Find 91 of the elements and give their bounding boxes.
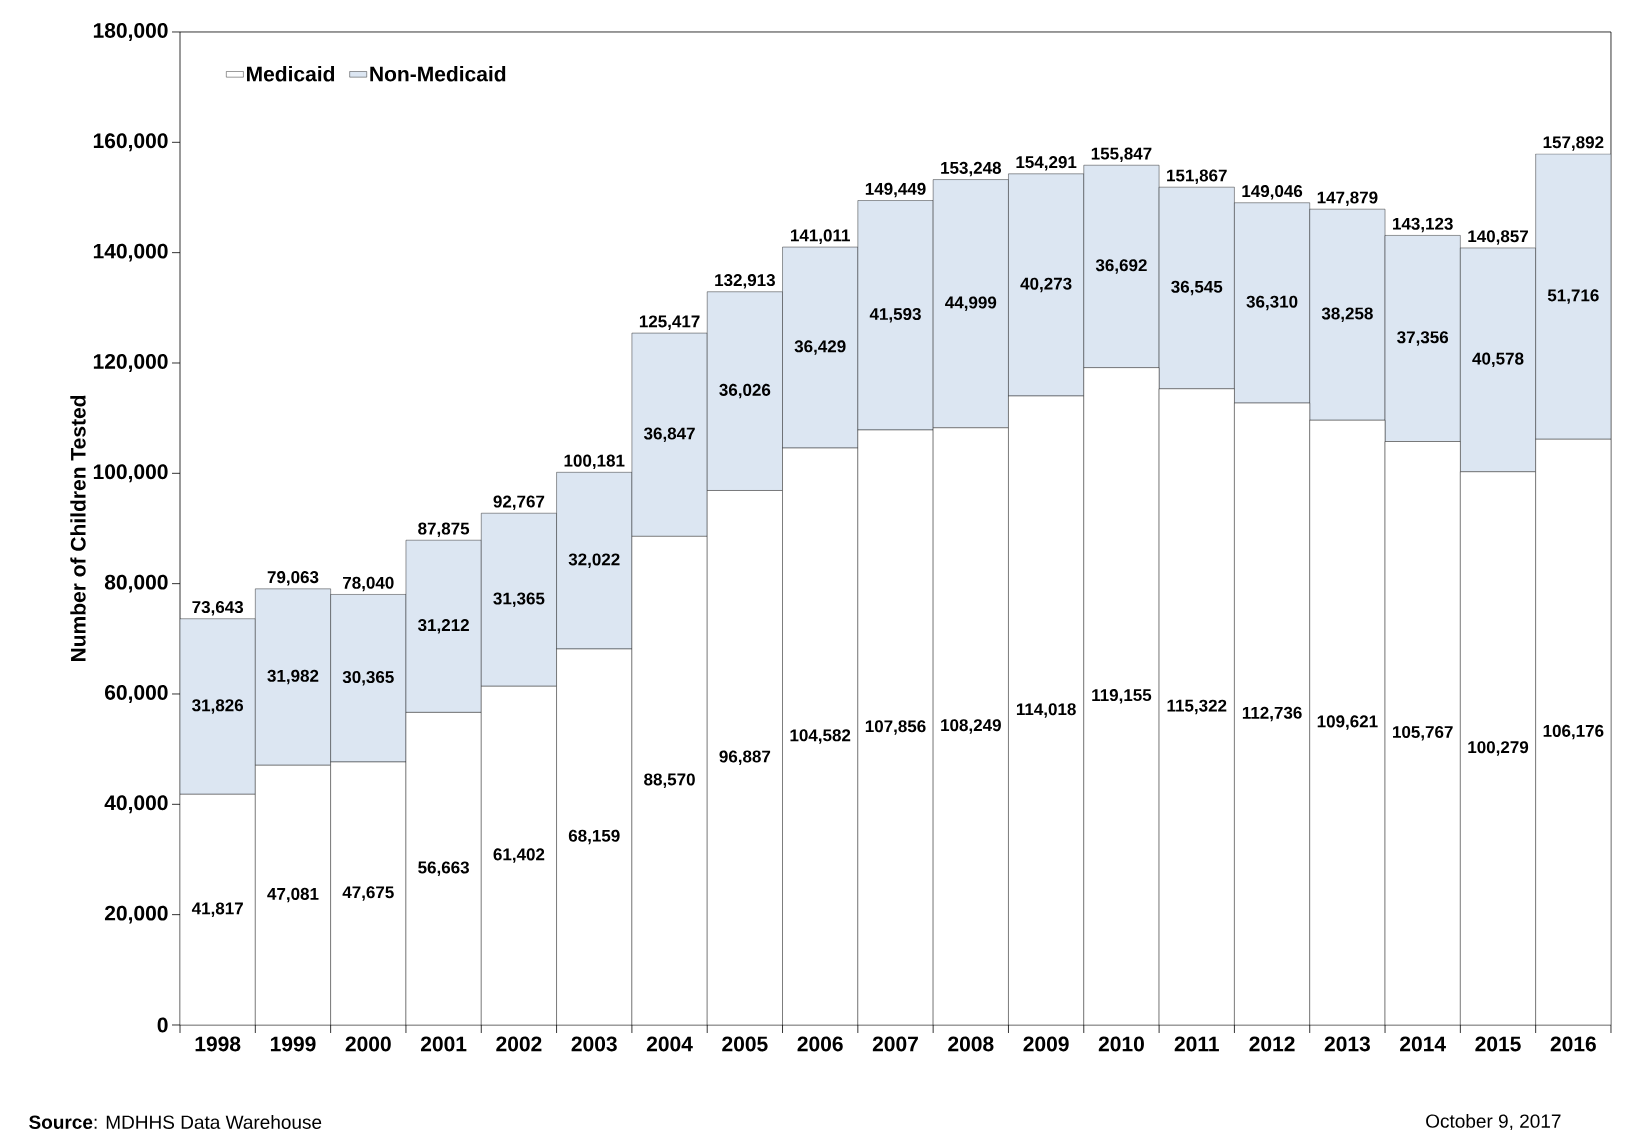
total-label: 149,449 xyxy=(865,182,926,198)
x-tick-label: 2000 xyxy=(345,1036,391,1052)
x-tick-label: 2016 xyxy=(1550,1036,1596,1052)
data-label: 31,365 xyxy=(493,592,545,607)
data-label: 36,545 xyxy=(1171,280,1223,296)
data-label: 47,081 xyxy=(267,887,319,903)
total-label: 149,046 xyxy=(1242,185,1303,200)
data-label: 37,356 xyxy=(1397,331,1449,346)
data-label: 114,018 xyxy=(1016,703,1076,718)
data-label: 47,675 xyxy=(342,886,394,901)
data-label: 88,570 xyxy=(644,773,695,788)
legend-label: Non-Medicaid xyxy=(370,65,506,82)
y-tick-label: 80,000 xyxy=(104,574,168,593)
total-label: 92,767 xyxy=(493,495,545,511)
x-tick-label: 1999 xyxy=(270,1036,316,1052)
data-label: 106,176 xyxy=(1543,724,1604,740)
data-label: 108,249 xyxy=(941,719,1001,734)
data-label: 40,273 xyxy=(1020,277,1072,293)
y-tick-label: 120,000 xyxy=(93,354,168,372)
x-tick-label: 2008 xyxy=(948,1036,994,1052)
data-label: 61,402 xyxy=(493,848,545,863)
y-tick-label: 180,000 xyxy=(93,23,168,41)
total-label: 73,643 xyxy=(192,601,244,616)
data-label: 96,887 xyxy=(719,750,771,765)
x-tick-label: 1998 xyxy=(195,1036,241,1052)
x-tick-label: 2010 xyxy=(1098,1036,1144,1052)
text: Source: MDHHS Data Warehouse xyxy=(29,1115,322,1129)
total-label: 153,248 xyxy=(941,161,1002,177)
text: October 9, 2017 xyxy=(1426,1113,1561,1131)
x-tick-label: 2013 xyxy=(1324,1036,1370,1052)
data-label: 104,582 xyxy=(790,729,851,744)
data-label: 36,429 xyxy=(794,340,846,355)
y-tick-label: 40,000 xyxy=(104,795,168,814)
data-label: 105,767 xyxy=(1393,725,1453,741)
data-label: 36,310 xyxy=(1246,295,1298,311)
data-label: 41,817 xyxy=(191,902,243,917)
data-label: 31,982 xyxy=(267,669,319,685)
data-label: 115,322 xyxy=(1167,699,1227,715)
y-tick-label: 140,000 xyxy=(93,243,168,262)
y-axis-title: Number of Children Tested xyxy=(70,395,86,662)
x-tick-label: 2014 xyxy=(1400,1036,1446,1052)
total-label: 87,875 xyxy=(418,522,470,538)
x-tick-label: 2006 xyxy=(797,1036,843,1052)
data-label: 38,258 xyxy=(1321,307,1373,322)
legend-label: Medicaid xyxy=(247,65,335,82)
x-tick-label: 2004 xyxy=(646,1036,693,1052)
x-tick-label: 2007 xyxy=(872,1036,918,1052)
x-tick-label: 2009 xyxy=(1023,1036,1069,1052)
data-label: 36,692 xyxy=(1095,259,1147,274)
total-label: 147,879 xyxy=(1317,191,1378,206)
data-label: 119,155 xyxy=(1092,689,1152,704)
data-label: 30,365 xyxy=(342,670,394,686)
total-label: 155,847 xyxy=(1091,147,1152,163)
total-label: 157,892 xyxy=(1543,136,1604,151)
total-label: 143,123 xyxy=(1393,217,1453,233)
total-label: 125,417 xyxy=(639,315,700,330)
data-label: 41,593 xyxy=(869,308,921,323)
total-label: 154,291 xyxy=(1016,156,1077,171)
y-tick-label: 100,000 xyxy=(93,464,168,483)
x-tick-label: 2015 xyxy=(1475,1036,1521,1052)
total-label: 140,857 xyxy=(1468,230,1528,245)
data-label: 32,022 xyxy=(568,553,620,568)
x-tick-label: 2002 xyxy=(496,1036,542,1052)
total-label: 132,913 xyxy=(715,274,775,289)
data-label: 44,999 xyxy=(945,296,997,311)
total-label: 151,867 xyxy=(1167,169,1227,184)
data-label: 68,159 xyxy=(568,829,620,845)
y-tick-label: 160,000 xyxy=(93,133,168,152)
total-label: 79,063 xyxy=(267,571,319,586)
data-label: 31,212 xyxy=(418,619,469,634)
total-label: 100,181 xyxy=(564,454,625,470)
total-label: 141,011 xyxy=(790,229,850,244)
y-tick-label: 20,000 xyxy=(104,905,168,924)
data-label: 51,716 xyxy=(1547,289,1599,304)
data-label: 112,736 xyxy=(1242,706,1302,722)
data-label: 40,578 xyxy=(1472,352,1524,368)
x-tick-label: 2003 xyxy=(571,1036,617,1052)
x-tick-label: 2005 xyxy=(722,1036,768,1052)
data-label: 56,663 xyxy=(418,861,469,876)
data-label: 100,279 xyxy=(1468,741,1529,756)
y-tick-label: 60,000 xyxy=(105,685,168,703)
y-tick-label: 0 xyxy=(157,1017,168,1033)
data-label: 36,847 xyxy=(643,427,695,442)
data-label: 109,621 xyxy=(1317,715,1378,730)
total-label: 78,040 xyxy=(343,576,394,592)
data-label: 36,026 xyxy=(719,383,771,399)
data-label: 107,856 xyxy=(865,720,926,735)
x-tick-label: 2011 xyxy=(1174,1036,1219,1052)
data-label: 31,826 xyxy=(192,699,244,714)
x-tick-label: 2001 xyxy=(420,1036,467,1052)
x-tick-label: 2012 xyxy=(1249,1036,1295,1052)
